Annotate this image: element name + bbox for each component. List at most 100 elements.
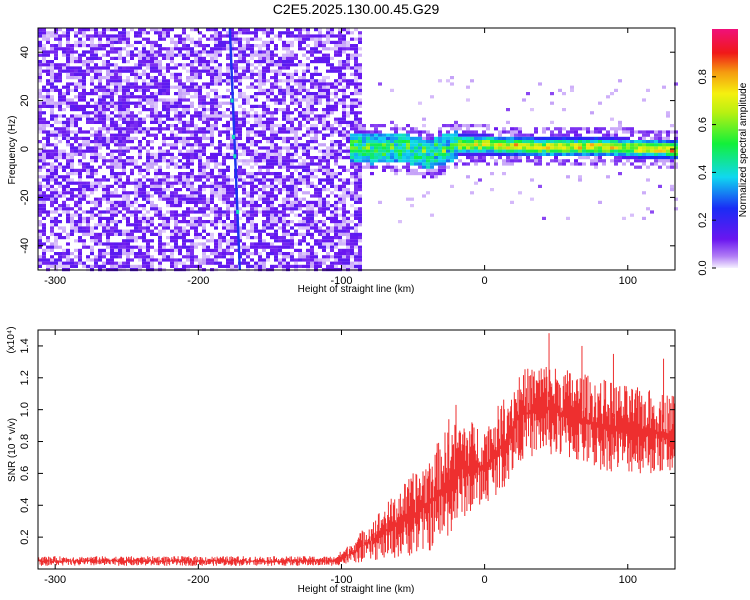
heatmap-cell — [246, 140, 250, 144]
heatmap-cell — [46, 63, 50, 67]
heatmap-cell — [122, 252, 126, 256]
heatmap-cell — [66, 162, 70, 166]
heatmap-cell — [126, 239, 130, 243]
heatmap-cell — [150, 152, 154, 156]
heatmap-cell — [354, 85, 358, 89]
heatmap-cell — [318, 44, 322, 48]
heatmap-cell — [94, 264, 98, 268]
heatmap-cell — [358, 197, 362, 201]
heatmap-cell — [118, 47, 122, 51]
heatmap-cell — [78, 220, 82, 224]
heatmap-cell — [130, 245, 134, 249]
heatmap-cell — [178, 34, 182, 38]
heatmap-cell — [190, 207, 194, 211]
heatmap-cell — [266, 197, 270, 201]
heatmap-cell — [54, 181, 58, 185]
heatmap-cell — [302, 47, 306, 51]
heatmap-cell — [154, 60, 158, 64]
heatmap-cell — [214, 258, 218, 262]
heatmap-cell — [266, 226, 270, 230]
heatmap-cell — [338, 98, 342, 102]
heatmap-cell — [538, 152, 542, 156]
heatmap-cell — [574, 143, 578, 147]
heatmap-cell — [118, 95, 122, 99]
heatmap-cell — [46, 184, 50, 188]
heatmap-cell — [118, 178, 122, 182]
heatmap-cell — [278, 248, 282, 252]
heatmap-cell — [138, 258, 142, 262]
heatmap-cell — [74, 136, 78, 140]
heatmap-cell — [50, 223, 54, 227]
heatmap-cell — [262, 248, 266, 252]
heatmap-cell — [346, 85, 350, 89]
heatmap-cell — [302, 181, 306, 185]
heatmap-cell — [330, 210, 334, 214]
heatmap-cell — [474, 152, 478, 156]
heatmap-cell — [322, 117, 326, 121]
heatmap-cell — [278, 178, 282, 182]
heatmap-cell — [150, 28, 154, 32]
heatmap-cell — [358, 47, 362, 51]
heatmap-cell — [458, 140, 462, 144]
heatmap-cell — [202, 34, 206, 38]
heatmap-cell — [186, 136, 190, 140]
heatmap-cell — [138, 56, 142, 60]
heatmap-cell — [450, 124, 454, 128]
heatmap-cell — [286, 175, 290, 179]
heatmap-cell — [170, 213, 174, 217]
heatmap-cell — [294, 72, 298, 76]
heatmap-cell — [270, 197, 274, 201]
heatmap-cell — [178, 200, 182, 204]
heatmap-cell — [234, 213, 238, 217]
heatmap-cell — [318, 178, 322, 182]
heatmap-cell — [66, 101, 70, 105]
heatmap-cell — [58, 165, 62, 169]
heatmap-cell — [474, 162, 478, 166]
heatmap-cell — [510, 146, 514, 150]
heatmap-cell — [506, 162, 510, 166]
heatmap-cell — [238, 72, 242, 76]
heatmap-cell — [450, 76, 454, 80]
heatmap-cell — [358, 88, 362, 92]
heatmap-cell — [298, 226, 302, 230]
heatmap-cell — [210, 232, 214, 236]
heatmap-cell — [338, 239, 342, 243]
heatmap-cell — [70, 264, 74, 268]
heatmap-cell — [230, 245, 234, 249]
heatmap-cell — [270, 98, 274, 102]
heatmap-cell — [358, 140, 362, 144]
heatmap-cell — [410, 136, 414, 140]
heatmap-cell — [210, 50, 214, 54]
heatmap-cell — [270, 181, 274, 185]
heatmap-cell — [154, 44, 158, 48]
heatmap-cell — [54, 28, 58, 32]
heatmap-cell — [210, 207, 214, 211]
heatmap-cell — [86, 50, 90, 54]
heatmap-cell — [50, 184, 54, 188]
heatmap-cell — [250, 178, 254, 182]
heatmap-cell — [54, 37, 58, 41]
heatmap-cell — [190, 245, 194, 249]
heatmap-cell — [286, 264, 290, 268]
heatmap-cell — [86, 223, 90, 227]
heatmap-cell — [90, 216, 94, 220]
heatmap-cell — [110, 159, 114, 163]
heatmap-cell — [186, 184, 190, 188]
heatmap-cell — [306, 146, 310, 150]
heatmap-cell — [46, 239, 50, 243]
heatmap-cell — [374, 130, 378, 134]
heatmap-cell — [102, 47, 106, 51]
heatmap-cell — [550, 146, 554, 150]
heatmap-cell — [246, 146, 250, 150]
heatmap-cell — [106, 95, 110, 99]
heatmap-cell — [134, 200, 138, 204]
heatmap-cell — [534, 127, 538, 131]
heatmap-cell — [330, 111, 334, 115]
heatmap-cell — [142, 197, 146, 201]
heatmap-cell — [226, 226, 230, 230]
heatmap-cell — [118, 50, 122, 54]
heatmap-cell — [114, 207, 118, 211]
heatmap-cell — [574, 133, 578, 137]
heatmap-cell — [438, 152, 442, 156]
heatmap-cell — [114, 194, 118, 198]
